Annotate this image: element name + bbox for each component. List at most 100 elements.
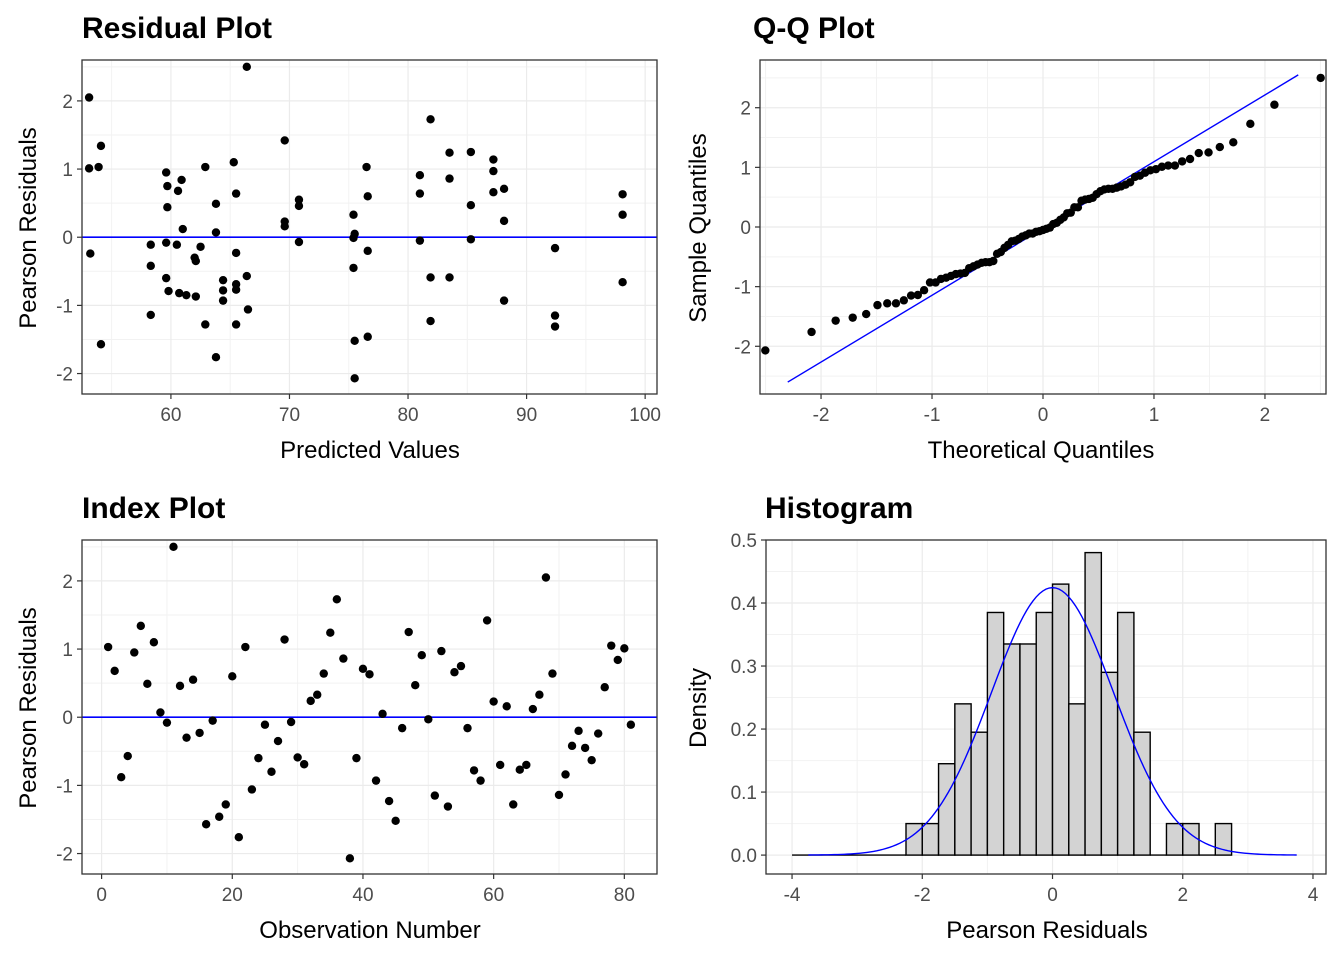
data-point <box>499 296 509 305</box>
data-point <box>365 670 374 679</box>
histogram-panel: -4 -2 0 2 4 0.0 0.1 0.2 0.3 0.4 0.5 <box>731 531 1327 906</box>
qq-point <box>913 290 922 300</box>
qq-point <box>1270 100 1279 109</box>
data-point <box>243 305 253 314</box>
qq-plot-panel: -2 -1 0 1 2 -2 -1 0 1 2 <box>734 59 1327 426</box>
data-point <box>218 296 228 305</box>
y-tick-label: 0.1 <box>731 783 757 804</box>
data-point <box>541 573 551 582</box>
y-tick-label: 2 <box>740 99 751 120</box>
data-point <box>146 240 155 249</box>
qq-point <box>807 327 816 337</box>
data-point <box>260 720 270 729</box>
qq-point <box>919 286 929 295</box>
histogram-title: Histogram <box>765 492 913 525</box>
data-point <box>415 189 425 198</box>
qq-point <box>899 296 909 305</box>
data-point <box>607 641 616 650</box>
data-point <box>319 669 328 678</box>
data-point <box>489 697 498 706</box>
data-point <box>211 199 221 209</box>
histogram-bar <box>970 731 989 856</box>
data-point <box>196 242 205 251</box>
data-point <box>482 616 492 625</box>
data-point <box>613 655 622 665</box>
data-point <box>161 168 171 177</box>
qq-point <box>1246 119 1255 129</box>
data-point <box>195 728 204 738</box>
data-point <box>580 743 590 753</box>
histogram-bar <box>905 822 923 856</box>
data-point <box>191 292 201 301</box>
data-point <box>294 237 304 247</box>
data-point <box>146 310 155 320</box>
histogram-bar <box>1133 731 1151 856</box>
qq-x-label: Theoretical Quantiles <box>928 437 1155 464</box>
data-point <box>84 93 94 102</box>
data-point <box>332 595 342 604</box>
y-tick-label: -1 <box>56 296 73 317</box>
data-point <box>489 155 498 164</box>
y-tick-label: -2 <box>56 365 73 386</box>
data-point <box>286 717 296 727</box>
panel-border <box>759 59 1327 395</box>
histogram-bar <box>1002 643 1021 856</box>
histogram-bar <box>1100 671 1119 856</box>
data-point <box>123 751 132 761</box>
data-point <box>136 621 146 631</box>
data-point <box>173 186 183 196</box>
data-point <box>84 164 94 173</box>
data-point <box>254 753 263 763</box>
data-point <box>384 796 394 806</box>
data-point <box>363 192 372 201</box>
data-point <box>188 675 198 684</box>
data-point <box>267 767 276 776</box>
data-point <box>522 760 531 770</box>
x-tick-label: 20 <box>222 885 243 906</box>
data-point <box>96 340 106 349</box>
data-point <box>146 261 155 271</box>
y-tick-label: 1 <box>62 160 73 181</box>
qq-point <box>873 300 882 310</box>
qq-point <box>1157 162 1167 171</box>
data-point <box>228 672 237 681</box>
data-point <box>280 222 289 231</box>
data-point <box>550 322 560 331</box>
panel-border <box>81 59 658 395</box>
data-point <box>149 638 159 647</box>
qq-point <box>1185 154 1195 164</box>
x-tick-label: 1 <box>1149 405 1160 426</box>
data-point <box>362 162 371 172</box>
data-point <box>294 201 304 211</box>
x-tick-label: 60 <box>160 405 181 426</box>
data-point <box>466 147 476 157</box>
x-tick-label: 0 <box>96 885 107 906</box>
data-point <box>463 723 472 733</box>
x-tick-label: -2 <box>914 885 931 906</box>
data-point <box>550 243 560 253</box>
residual-x-label: Predicted Values <box>280 437 460 464</box>
y-tick-label: -1 <box>56 776 73 797</box>
index-y-label: Pearson Residuals <box>15 607 42 808</box>
data-point <box>574 726 583 736</box>
data-point <box>430 791 440 800</box>
data-point <box>391 816 400 826</box>
x-tick-label: 70 <box>279 405 300 426</box>
data-point <box>94 162 103 172</box>
data-point <box>426 316 435 326</box>
histogram-bar <box>1019 643 1037 856</box>
data-point <box>208 716 217 725</box>
hist-x-label: Pearson Residuals <box>946 917 1147 944</box>
qq-point <box>906 291 916 300</box>
x-tick-label: -4 <box>784 885 801 906</box>
qq-point <box>1229 138 1238 147</box>
x-tick-label: 4 <box>1308 885 1319 906</box>
data-point <box>363 246 372 256</box>
data-point <box>567 741 577 751</box>
x-tick-label: 2 <box>1260 405 1271 426</box>
data-point <box>215 812 224 821</box>
histogram-bar <box>1051 583 1070 856</box>
histogram-bar <box>1068 703 1086 856</box>
qq-point <box>883 299 892 308</box>
index-plot-panel: 0 20 40 60 80 -2 -1 0 1 2 <box>56 539 658 906</box>
